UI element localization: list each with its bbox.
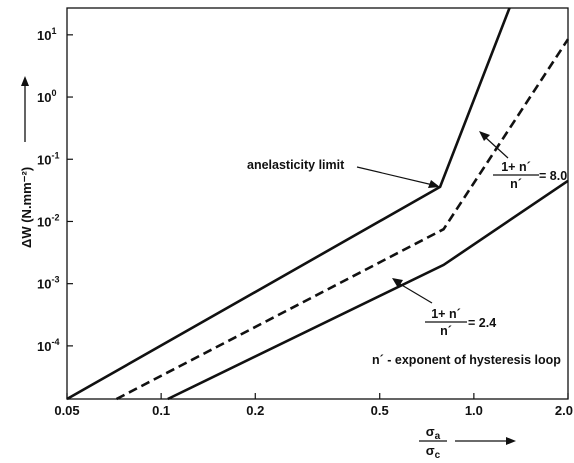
exponent-note: n´ - exponent of hysteresis loop (372, 353, 561, 367)
anelasticity-limit-label: anelasticity limit (247, 158, 345, 172)
upper-fraction-value: = 8.0 (539, 169, 567, 183)
series-line-2 (115, 38, 570, 401)
y-axis-ticks: 10-4 10-3 10-2 10-1 100 101 (37, 26, 73, 354)
x-axis-label-numerator: σa (426, 424, 441, 442)
y-tick-label: 10-3 (37, 275, 59, 292)
lower-annotation-arrow-line (399, 283, 433, 304)
y-axis-title: ΔW (N.mm⁻²) (19, 76, 34, 248)
lower-fraction-denominator: n´ (440, 324, 452, 338)
y-tick-label: 10-4 (37, 337, 59, 354)
x-tick-label: 0.1 (152, 403, 170, 418)
data-series (66, 7, 570, 401)
x-tick-label: 0.05 (54, 403, 79, 418)
upper-annotation-arrowhead (479, 131, 490, 141)
x-axis-ticks: 0.05 0.1 0.2 0.5 1.0 2.0 (54, 393, 573, 418)
x-axis-label-denominator: σc (426, 443, 441, 461)
y-tick-label: 10-2 (37, 212, 59, 229)
x-tick-label: 0.5 (371, 403, 389, 418)
y-tick-label: 100 (37, 88, 56, 105)
x-tick-label: 2.0 (555, 403, 573, 418)
upper-fraction-numerator: 1+ n´ (501, 160, 531, 174)
y-tick-label: 101 (37, 26, 56, 43)
plot-frame (66, 7, 569, 400)
y-tick-label: 10-1 (37, 150, 59, 167)
x-axis-title: σa σc (419, 424, 516, 461)
anelasticity-arrowhead (428, 180, 440, 188)
series-line-3 (167, 179, 569, 401)
x-axis-arrowhead (506, 437, 516, 445)
upper-annotation-arrow-line (484, 136, 509, 159)
upper-fraction-denominator: n´ (510, 177, 522, 191)
lower-fraction-value: = 2.4 (468, 316, 496, 330)
lower-annotation-arrowhead (392, 278, 403, 288)
y-axis-label: ΔW (N.mm⁻²) (19, 167, 34, 248)
x-tick-label: 0.2 (246, 403, 264, 418)
lower-fraction-numerator: 1+ n´ (431, 307, 461, 321)
anelasticity-arrow-line (356, 166, 434, 186)
x-tick-label: 1.0 (465, 403, 483, 418)
series-line-1 (66, 7, 511, 401)
y-axis-arrowhead (21, 76, 29, 86)
